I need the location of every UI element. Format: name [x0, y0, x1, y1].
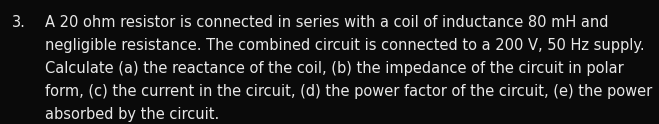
- Text: negligible resistance. The combined circuit is connected to a 200 V, 50 Hz suppl: negligible resistance. The combined circ…: [45, 38, 645, 53]
- Text: 3.: 3.: [12, 15, 26, 30]
- Text: absorbed by the circuit.: absorbed by the circuit.: [45, 107, 219, 122]
- Text: A 20 ohm resistor is connected in series with a coil of inductance 80 mH and: A 20 ohm resistor is connected in series…: [45, 15, 608, 30]
- Text: form, (c) the current in the circuit, (d) the power factor of the circuit, (e) t: form, (c) the current in the circuit, (d…: [45, 84, 652, 99]
- Text: Calculate (a) the reactance of the coil, (b) the impedance of the circuit in pol: Calculate (a) the reactance of the coil,…: [45, 61, 623, 76]
